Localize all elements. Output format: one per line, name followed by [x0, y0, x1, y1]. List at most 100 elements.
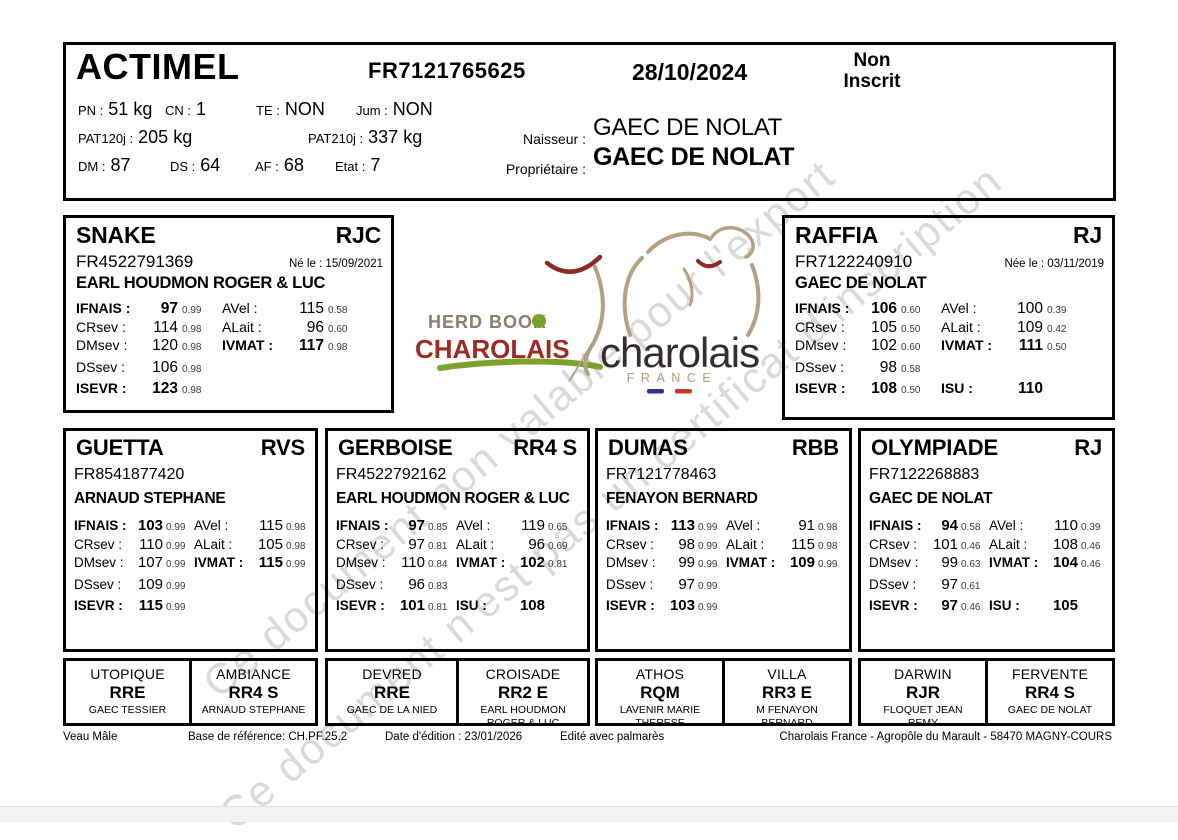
stat-label: DSsev : — [606, 576, 654, 592]
ancestor-owner: GAEC TESSIER — [88, 704, 167, 717]
stat-accuracy: 0.61 — [961, 580, 981, 592]
stat-accuracy: 0.98 — [328, 342, 348, 353]
stat-row: IVMAT : 104 0.46 — [989, 554, 1104, 573]
stat-label: IFNAIS : — [606, 518, 659, 533]
grandparent-name: DUMAS — [608, 435, 688, 460]
animal-name: ACTIMEL — [76, 46, 240, 87]
stat-row: AVel : 91 0.98 — [726, 517, 841, 536]
sire-box: SNAKE RJC FR4522791369 Né le : 15/09/2021 … — [63, 215, 394, 413]
flag-red-dash-icon — [675, 389, 692, 394]
stat-value: 108 — [1052, 535, 1078, 553]
stat-label: DSsev : — [336, 576, 384, 592]
stat-value: 102 — [519, 554, 545, 571]
stat-label: IVMAT : — [941, 337, 993, 353]
grandparent-id-row: FR7121778463 — [606, 466, 841, 484]
stat-accuracy: 0.42 — [1047, 323, 1067, 335]
stat-value: 110 — [1054, 517, 1078, 534]
header-fields-row3: DM : 87 DS : 64 AF : 68 Etat : 7 — [78, 155, 380, 176]
stat-value: 108 — [519, 597, 545, 614]
ancestor-name: UTOPIQUE — [90, 666, 165, 682]
dam-header: RAFFIA RJ — [795, 222, 1102, 249]
stat-row: CRsev : 98 0.99 — [606, 536, 721, 555]
stat-label: ALait : — [989, 536, 1028, 552]
stat-value: 97 — [160, 300, 178, 317]
stat-accuracy: 0.60 — [328, 323, 348, 335]
ancestor-box: DEVRED RRE GAEC DE LA NIED — [325, 658, 459, 726]
ancestor-code: RR2 E — [497, 683, 549, 702]
sire-header: SNAKE RJC — [76, 222, 381, 249]
stat-value: 109 — [1017, 318, 1043, 336]
stat-row: IVMAT : 115 0.99 — [194, 554, 309, 573]
ancestor-name: DEVRED — [362, 666, 422, 682]
greatgrandparents-group-1: UTOPIQUE RRE GAEC TESSIER AMBIANCE RR4 S… — [63, 658, 318, 726]
stat-row: DSsev : 98 0.58 — [795, 359, 927, 378]
stat-accuracy: 0.98 — [818, 522, 838, 533]
field-value: 87 — [110, 155, 131, 175]
stat-value: 98 — [678, 535, 695, 553]
stat-row: DSsev : 97 0.99 — [606, 576, 721, 595]
stat-row: ISEVR : 115 0.99 — [74, 597, 189, 616]
stat-label: IFNAIS : — [76, 300, 131, 316]
stat-value: 106 — [152, 358, 178, 376]
stat-value: 96 — [306, 318, 324, 336]
stat-accuracy: 0.46 — [961, 602, 981, 613]
herdbook-dot-icon — [532, 314, 546, 328]
stat-row: DMsev : 110 0.84 — [336, 554, 451, 573]
stat-row: IFNAIS : 106 0.60 — [795, 300, 927, 319]
ancestor-name: FERVENTE — [1011, 666, 1089, 682]
herd-book-charolais-logo: HERD BOOK CHAROLAIS — [415, 254, 605, 382]
header-field: PAT120j : 205 kg — [78, 127, 308, 148]
stat-accuracy: 0.98 — [182, 363, 202, 375]
stat-accuracy: 0.85 — [428, 522, 448, 533]
stat-row: ISEVR : 123 0.98 — [76, 380, 208, 399]
grandsire-maternal-box: DUMAS RBB FR7121778463 FENAYON BERNARD IF… — [595, 428, 852, 652]
stat-row: DMsev : 102 0.60 — [795, 337, 927, 356]
stat-label: ALait : — [194, 536, 233, 552]
grandparent-header: DUMAS RBB — [608, 435, 839, 461]
stat-label: DSsev : — [795, 358, 845, 375]
stat-value: 105 — [257, 535, 283, 553]
stat-row: ALait : 96 0.69 — [456, 536, 571, 555]
owner-label: Propriétaire : — [505, 161, 586, 177]
stat-value: 104 — [1052, 554, 1078, 571]
stat-accuracy: 0.58 — [328, 305, 348, 316]
ancestor-box: DARWIN RJR FLOQUET JEAN REMY — [858, 658, 988, 729]
stat-accuracy: 0.81 — [548, 559, 568, 570]
stat-row: ISEVR : 103 0.99 — [606, 597, 721, 616]
stat-row: CRsev : 105 0.50 — [795, 319, 927, 338]
grandparent-header: GERBOISE RR4 S — [338, 435, 577, 461]
stat-label: AVel : — [222, 300, 258, 316]
field-value: 205 kg — [138, 127, 193, 147]
herdbook-cow-back-icon — [544, 254, 603, 274]
stat-value: 120 — [152, 337, 178, 354]
stat-label: AVel : — [989, 518, 1024, 533]
stat-accuracy: 0.39 — [1047, 305, 1067, 316]
stat-row — [194, 576, 309, 595]
stat-label: CRsev : — [795, 318, 845, 335]
grandparent-owner: FENAYON BERNARD — [606, 490, 758, 507]
screen-bottom-strip — [0, 806, 1178, 822]
stat-row: AVel : 115 0.58 — [222, 300, 354, 319]
stat-value: 115 — [299, 300, 324, 317]
stat-label: ALait : — [222, 318, 262, 335]
stat-value: 96 — [408, 575, 425, 593]
palmares-note: Edité avec palmarès — [560, 731, 665, 743]
stat-value: 99 — [941, 554, 958, 571]
greatgrandparents-group-4: DARWIN RJR FLOQUET JEAN REMY FERVENTE RR… — [858, 658, 1115, 729]
stat-row: CRsev : 97 0.81 — [336, 536, 451, 555]
stat-value: 103 — [137, 517, 163, 534]
cow-left-cheek-icon — [622, 256, 644, 337]
stat-row: DMsev : 99 0.99 — [606, 554, 721, 573]
stat-accuracy: 0.99 — [166, 559, 186, 570]
stat-value: 117 — [298, 337, 324, 354]
sire-id: FR4522791369 — [76, 252, 194, 271]
stat-row: DMsev : 99 0.63 — [869, 554, 984, 573]
stat-accuracy: 0.63 — [961, 559, 981, 570]
dam-code: RJ — [1072, 222, 1102, 248]
grandparent-code: RVS — [260, 435, 305, 460]
stat-row: ISEVR : 108 0.50 — [795, 380, 927, 399]
stat-label: IFNAIS : — [336, 518, 389, 533]
stat-value: 103 — [669, 597, 695, 614]
grandparent-header: OLYMPIADE RJ — [871, 435, 1102, 461]
dam-id-row: FR7122240910 Née le : 03/11/2019 — [795, 252, 1104, 272]
